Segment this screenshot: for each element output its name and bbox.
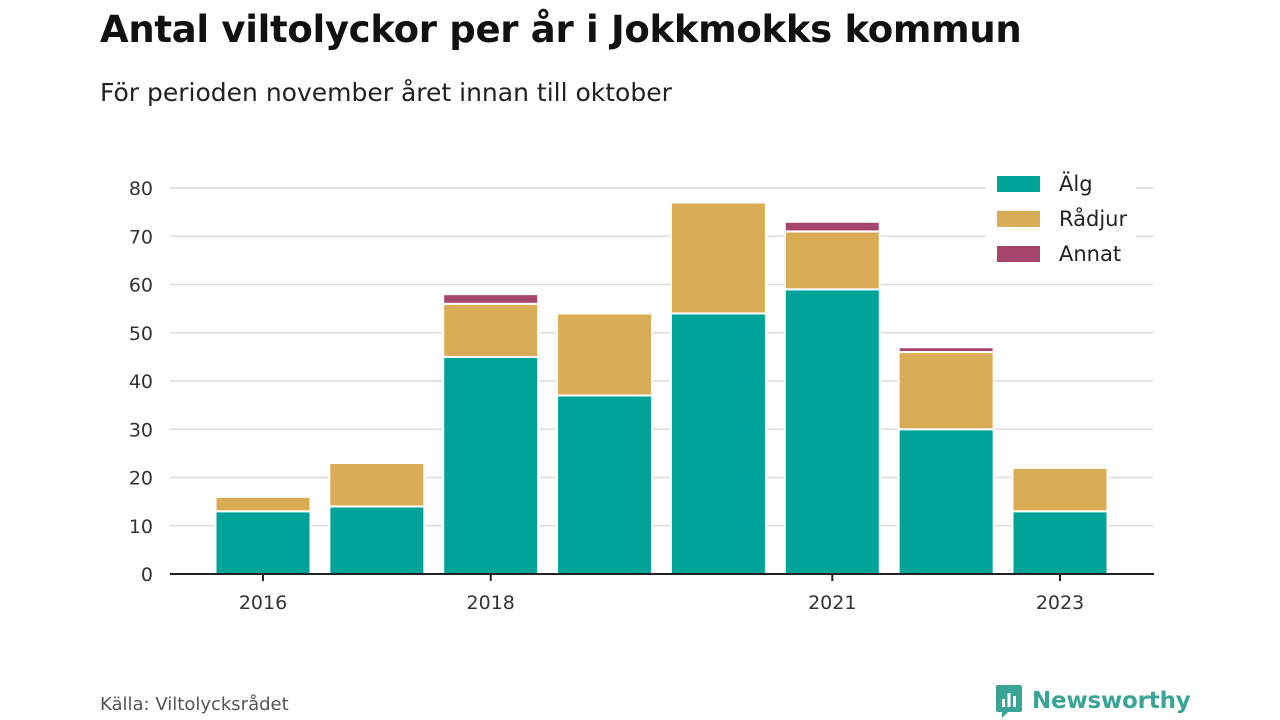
bar-segment [1011,510,1109,575]
bar-segment [1011,466,1109,513]
x-tick-label: 2021 [808,592,856,614]
legend-swatch [997,211,1040,227]
bar-segment [442,355,540,575]
x-tick-label: 2018 [467,592,515,614]
chart-subtitle: För perioden november året innan till ok… [100,78,672,107]
bar-segment [556,394,654,575]
bar-segment [783,230,881,291]
legend-label: Rådjur [1059,206,1127,231]
y-tick-label: 60 [129,275,153,297]
bar-segment [897,346,995,354]
bar-segment [442,302,540,358]
bar-segment [328,462,426,508]
bar-segment [556,312,654,397]
bar-segment [214,510,312,575]
brand-name: Newsworthy [1032,688,1191,714]
bar-segment [669,312,767,575]
y-tick-label: 40 [129,371,153,393]
newsworthy-icon [996,685,1022,718]
bars [214,201,1109,576]
bar-segment [669,201,767,315]
y-tick-label: 0 [141,564,153,586]
y-tick-label: 80 [129,178,153,200]
y-tick-label: 10 [129,516,153,538]
newsworthy-logo: Newsworthy [994,683,1191,719]
legend-label: Annat [1059,242,1121,266]
bar-segment [783,220,881,233]
bar-segment [328,505,426,576]
bar-segment [442,293,540,305]
y-tick-label: 70 [129,226,153,248]
bar-segment [897,351,995,431]
bar-segment [783,288,881,575]
axes: 0 10 20 30 40 50 60 70 80 2016 2018 2021 2023 [129,178,1154,614]
bar-segment [214,495,312,513]
x-tick-label: 2016 [239,592,287,614]
legend-swatch [997,246,1040,262]
source-note: Källa: Viltolycksrådet [100,694,289,715]
legend-swatch [997,176,1040,192]
bar-segment [897,428,995,575]
legend-label: Älg [1059,171,1093,196]
x-tick-label: 2023 [1036,592,1084,614]
y-tick-label: 30 [129,419,153,441]
legend: Älg Rådjur Annat [986,168,1136,274]
y-tick-label: 20 [129,468,153,490]
y-tick-label: 50 [129,323,153,345]
chart-title: Antal viltolyckor per år i Jokkmokks kom… [100,8,1022,51]
